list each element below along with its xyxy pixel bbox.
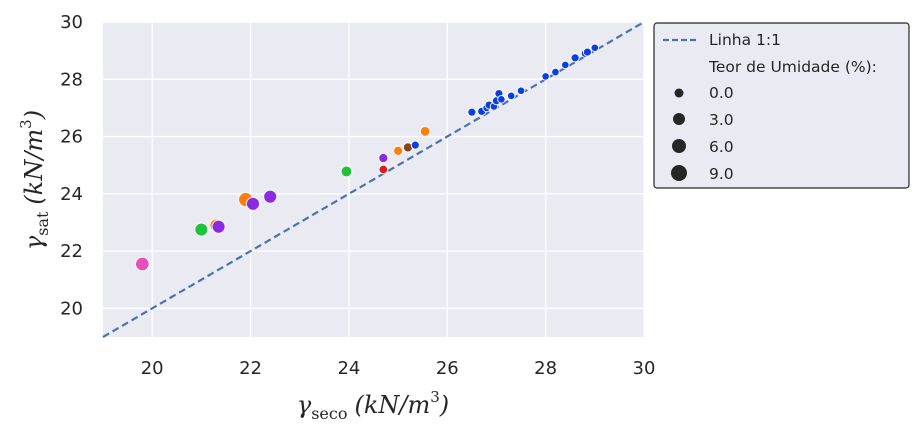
data-point — [541, 72, 550, 81]
legend-entry-1: 0.0 — [674, 84, 734, 102]
grid — [103, 21, 645, 337]
x-tick-label: 24 — [337, 358, 360, 379]
legend-entry-4: 9.0 — [671, 165, 734, 183]
y-axis-title-superscript: 3 — [17, 119, 35, 129]
x-axis-title-superscript: 3 — [430, 388, 440, 406]
x-tick-label: 30 — [633, 358, 656, 379]
data-point — [263, 189, 278, 204]
data-point — [410, 140, 420, 150]
legend-line-label: Linha 1:1 — [709, 31, 781, 49]
legend-frame — [653, 22, 910, 189]
legend-size-marker — [671, 165, 687, 181]
data-point — [551, 67, 560, 77]
data-point — [246, 196, 260, 211]
x-tick-label: 20 — [141, 358, 164, 379]
data-point — [194, 222, 209, 237]
data-point — [497, 95, 506, 104]
legend-size-marker — [674, 88, 684, 98]
legend-entry-2: 3.0 — [673, 111, 734, 129]
y-tick-label: 22 — [60, 241, 83, 262]
legend-size-label: 3.0 — [709, 111, 734, 129]
legend-size-marker — [672, 139, 686, 153]
data-point — [570, 53, 580, 63]
x-tick-labels: 20 22 24 26 28 30 — [141, 358, 656, 379]
data-point — [378, 152, 389, 164]
y-tick-label: 24 — [60, 184, 83, 205]
y-tick-label: 26 — [60, 127, 83, 148]
y-tick-label: 30 — [60, 12, 83, 33]
data-point — [340, 165, 353, 178]
x-axis-title: γseco (kN/m3) — [297, 388, 449, 423]
x-tick-label: 26 — [436, 358, 459, 379]
data-point — [506, 91, 516, 101]
data-point — [590, 43, 600, 52]
y-axis-title-subscript: sat — [33, 211, 52, 236]
legend: Linha 1:1 Teor de Umidade (%): 0.0 3.0 6… — [653, 22, 910, 189]
x-tick-label: 22 — [239, 358, 262, 379]
data-point — [516, 86, 526, 95]
y-axis-title: γsat(kN/m3) — [17, 110, 52, 250]
data-point — [393, 145, 404, 156]
legend-size-label: 6.0 — [709, 138, 734, 156]
data-point — [378, 164, 389, 175]
x-tick-label: 28 — [534, 358, 557, 379]
data-point — [211, 219, 226, 234]
legend-entry-3: 6.0 — [672, 138, 734, 156]
legend-size-label: 9.0 — [709, 165, 734, 183]
y-tick-labels: 20 22 24 26 28 30 — [60, 12, 83, 319]
data-point — [561, 60, 570, 70]
y-tick-label: 20 — [60, 298, 83, 319]
x-axis-title-subscript: seco — [311, 404, 347, 423]
data-point — [135, 256, 150, 272]
data-point — [419, 126, 431, 137]
legend-size-title: Teor de Umidade (%): — [708, 58, 877, 76]
y-tick-label: 28 — [60, 69, 83, 90]
legend-size-label: 0.0 — [709, 84, 734, 102]
data-point — [582, 47, 592, 57]
data-point — [467, 107, 477, 117]
data-points — [135, 43, 600, 272]
legend-size-marker — [673, 113, 685, 125]
